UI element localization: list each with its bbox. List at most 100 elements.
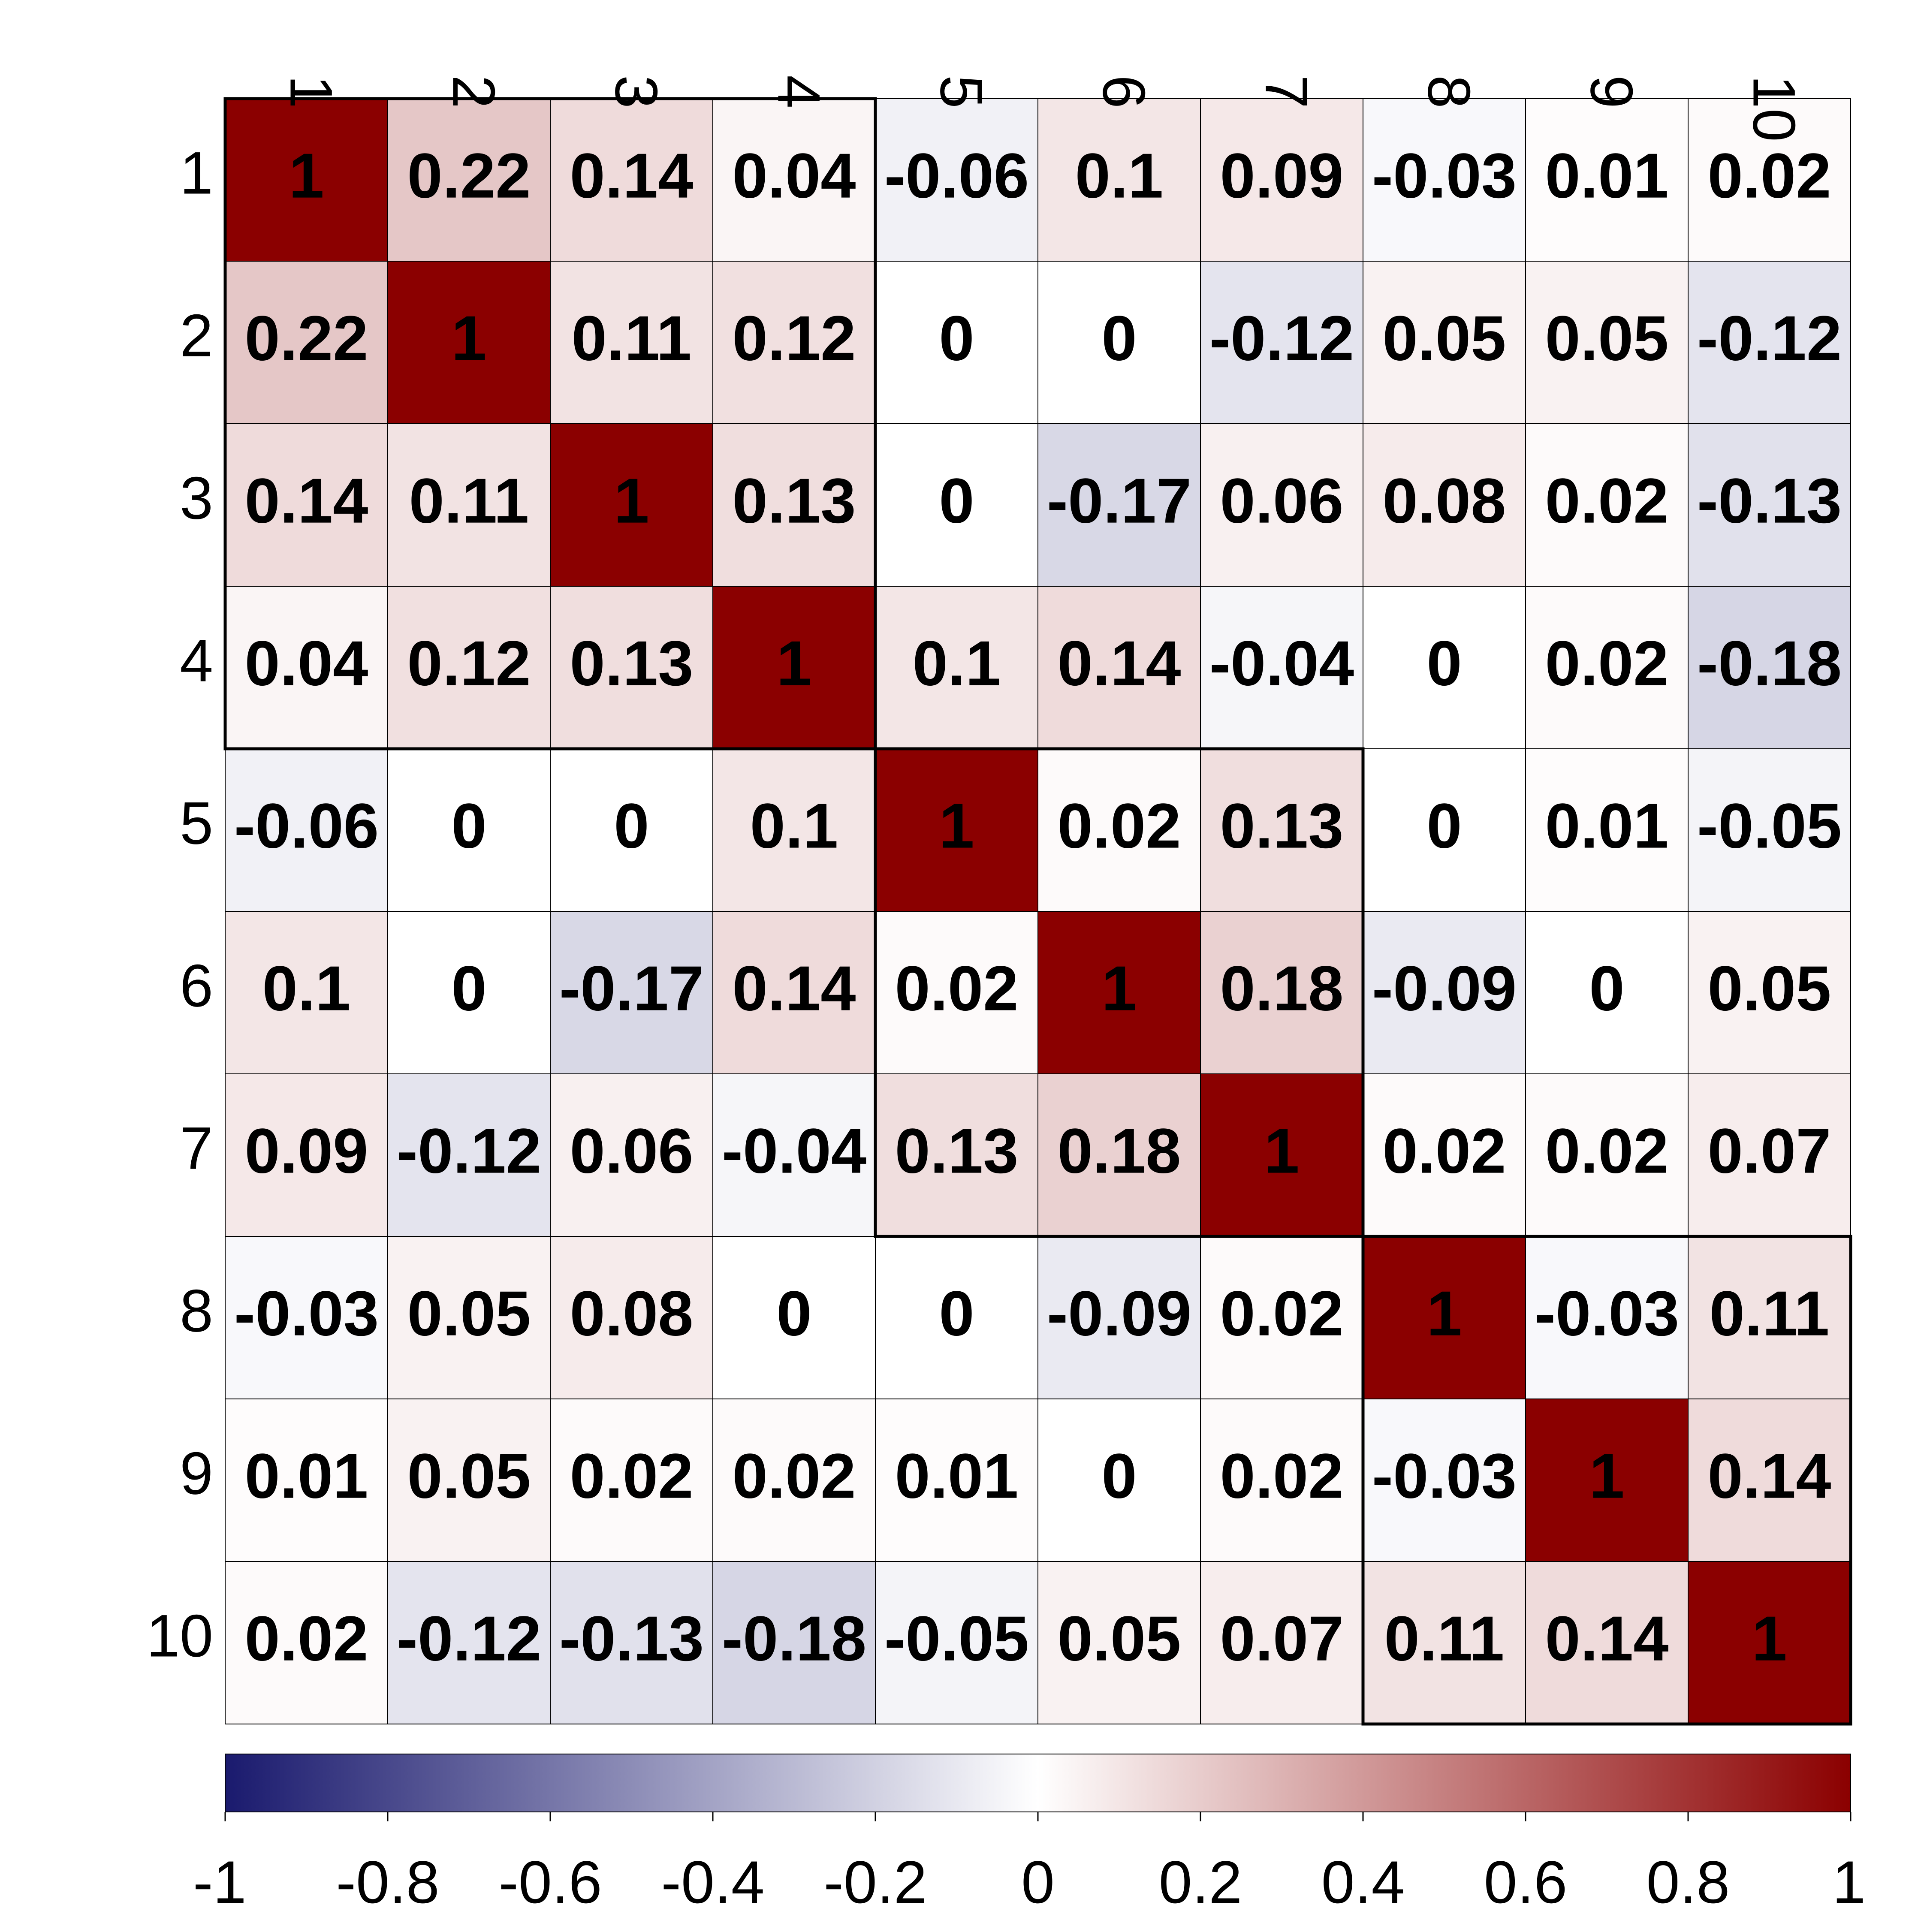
cell-value-label: 0 xyxy=(776,1278,811,1349)
heatmap-cell xyxy=(387,748,551,912)
cell-value-label: 1 xyxy=(1589,1441,1624,1512)
cell-value-label: 0.13 xyxy=(895,1116,1018,1187)
cell-value-label: 0.04 xyxy=(732,141,856,211)
heatmap-cell xyxy=(225,1073,388,1237)
cell-value-label: -0.18 xyxy=(1697,628,1842,699)
heatmap-cell xyxy=(1363,748,1526,912)
cell-value-label: -0.12 xyxy=(397,1116,541,1187)
heatmap-cell xyxy=(1200,1399,1363,1562)
row-label: 8 xyxy=(180,1277,213,1344)
heatmap-cell xyxy=(875,423,1038,587)
heatmap-cell xyxy=(1363,586,1526,749)
heatmap-cell xyxy=(1363,261,1526,424)
heatmap-cell xyxy=(550,1236,713,1399)
cell-value-label: 0.22 xyxy=(244,303,368,374)
column-label: 9 xyxy=(1578,75,1646,109)
cluster-boxes xyxy=(223,97,1852,1726)
cell-value-label: -0.18 xyxy=(722,1603,866,1674)
cell-value-label: 0.02 xyxy=(1220,1278,1343,1349)
cell-value-label: 0.09 xyxy=(1220,141,1343,211)
cell-value-label: 1 xyxy=(451,303,486,374)
heatmap-cell xyxy=(1688,98,1851,262)
cell-value-label: 0.18 xyxy=(1220,953,1343,1024)
cell-value-label: 0.05 xyxy=(1382,303,1506,374)
colorbar-tick-label: 0.2 xyxy=(1159,1848,1242,1916)
cell-value-label: 0.02 xyxy=(1545,628,1668,699)
cell-value-label: 0.02 xyxy=(1707,141,1831,211)
cell-value-label: 0 xyxy=(1101,1441,1137,1512)
cluster-box xyxy=(223,97,877,750)
heatmap-cell xyxy=(1037,911,1201,1074)
cell-value-label: 0 xyxy=(1589,953,1624,1024)
colorbar-tick-label: 1 xyxy=(1832,1848,1866,1916)
column-label: 5 xyxy=(928,75,995,109)
cell-value-label: 0 xyxy=(1426,791,1462,862)
heatmap-cell xyxy=(550,1561,713,1724)
heatmap-cell xyxy=(1688,586,1851,749)
heatmap-cell xyxy=(875,586,1038,749)
cell-value-label: 0 xyxy=(451,791,486,862)
heatmap-cell xyxy=(1525,423,1689,587)
cell-value-label: 0.14 xyxy=(244,466,368,536)
cell-value-label: 0.01 xyxy=(244,1441,368,1512)
heatmap-cell xyxy=(1688,1399,1851,1562)
heatmap-cell xyxy=(1525,1561,1689,1724)
row-label: 10 xyxy=(146,1602,213,1669)
column-label: 1 xyxy=(278,75,345,109)
colorbar: -1 -0.8 -0.6 -0.4 -0.2 0 0.2 0.4 0.6 0.8 1 xyxy=(193,1754,1866,1916)
heatmap-cell xyxy=(1200,423,1363,587)
cell-value-label: 0.11 xyxy=(572,303,692,374)
heatmap-cell xyxy=(1525,1399,1689,1562)
cell-value-label: 0.01 xyxy=(1545,791,1668,862)
cell-value-label: 0.05 xyxy=(1057,1603,1181,1674)
heatmap-cell xyxy=(550,261,713,424)
cell-value-label: 0.12 xyxy=(407,628,531,699)
heatmap-cell xyxy=(712,911,876,1074)
cell-value-label: 0.02 xyxy=(1545,466,1668,536)
cell-value-label: 0.01 xyxy=(1545,141,1668,211)
cell-value-label: 0.01 xyxy=(895,1441,1018,1512)
heatmap-cell xyxy=(1363,423,1526,587)
cell-value-label: -0.13 xyxy=(559,1603,704,1674)
heatmap-cell xyxy=(1037,423,1201,587)
cell-value-label: 0.05 xyxy=(1545,303,1668,374)
cell-value-label: 0.1 xyxy=(262,953,351,1024)
heatmap-cell xyxy=(1688,1236,1851,1399)
cell-value-label: 0.07 xyxy=(1220,1603,1343,1674)
cell-value-label: 0.06 xyxy=(570,1116,693,1187)
heatmap-cell xyxy=(225,1236,388,1399)
heatmap-cell xyxy=(1037,98,1201,262)
heatmap-cell xyxy=(875,98,1038,262)
colorbar-tick-label: -1 xyxy=(193,1848,246,1916)
heatmap-cell xyxy=(1200,98,1363,262)
colorbar-tick-label: 0.8 xyxy=(1647,1848,1730,1916)
column-label: 8 xyxy=(1416,75,1483,109)
cell-value-label: 1 xyxy=(1426,1278,1462,1349)
heatmap-cell xyxy=(712,748,876,912)
heatmap-cell xyxy=(1037,586,1201,749)
heatmap-cell xyxy=(1037,748,1201,912)
heatmap-cell xyxy=(387,1236,551,1399)
cell-value-label: 1 xyxy=(289,141,324,211)
cell-value-label: -0.09 xyxy=(1047,1278,1191,1349)
cell-value-label: 0.04 xyxy=(244,628,368,699)
row-label: 2 xyxy=(180,301,213,369)
heatmap-cell xyxy=(550,748,713,912)
cell-value-label: -0.17 xyxy=(1047,466,1191,536)
cell-value-label: 0 xyxy=(939,1278,974,1349)
heatmap-cell xyxy=(875,1236,1038,1399)
row-label: 9 xyxy=(180,1439,213,1507)
cell-value-label: 0.13 xyxy=(732,466,856,536)
heatmap-cell xyxy=(712,1561,876,1724)
cell-value-label: 0.11 xyxy=(1710,1278,1830,1349)
colorbar-tick-label: 0.6 xyxy=(1484,1848,1568,1916)
column-label: 10 xyxy=(1741,75,1808,142)
cell-value-label: -0.04 xyxy=(722,1116,866,1187)
colorbar-tick-label: 0 xyxy=(1021,1848,1055,1916)
heatmap-cell xyxy=(1037,261,1201,424)
heatmap-cell xyxy=(712,1073,876,1237)
cell-value-label: 0.12 xyxy=(732,303,856,374)
colorbar-tick-label: 0.4 xyxy=(1321,1848,1405,1916)
heatmap-cell xyxy=(1200,586,1363,749)
